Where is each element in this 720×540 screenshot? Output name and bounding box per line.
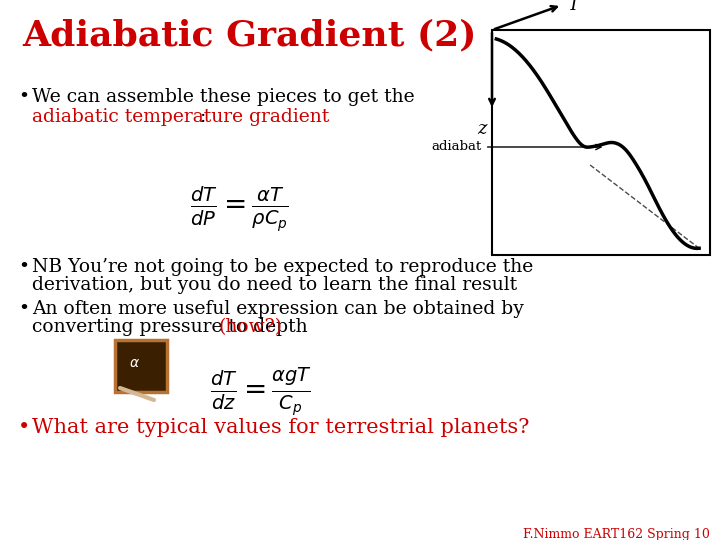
- Text: An often more useful expression can be obtained by: An often more useful expression can be o…: [32, 300, 524, 318]
- Text: •: •: [18, 88, 29, 106]
- Text: •: •: [18, 418, 30, 437]
- Text: Adiabatic Gradient (2): Adiabatic Gradient (2): [22, 18, 477, 52]
- Text: $\alpha$: $\alpha$: [130, 356, 140, 370]
- Text: •: •: [18, 300, 29, 318]
- Text: converting pressure to depth: converting pressure to depth: [32, 318, 314, 336]
- Text: derivation, but you do need to learn the final result: derivation, but you do need to learn the…: [32, 276, 517, 294]
- Text: (how?): (how?): [219, 318, 283, 336]
- Text: $\frac{dT}{dP} = \frac{\alpha T}{\rho C_p}$: $\frac{dT}{dP} = \frac{\alpha T}{\rho C_…: [190, 185, 289, 234]
- Text: What are typical values for terrestrial planets?: What are typical values for terrestrial …: [32, 418, 529, 437]
- Text: We can assemble these pieces to get the: We can assemble these pieces to get the: [32, 88, 415, 106]
- Bar: [115, 340, 167, 392]
- Text: :: :: [200, 108, 206, 126]
- Text: adiabatic temperature gradient: adiabatic temperature gradient: [32, 108, 329, 126]
- Text: NB You’re not going to be expected to reproduce the: NB You’re not going to be expected to re…: [32, 258, 534, 276]
- Text: •: •: [18, 258, 29, 276]
- Bar: [492, 30, 710, 255]
- Text: T: T: [567, 0, 579, 14]
- Text: $\frac{dT}{dz} = \frac{\alpha g T}{C_p}$: $\frac{dT}{dz} = \frac{\alpha g T}{C_p}$: [210, 365, 312, 418]
- Text: F.Nimmo EART162 Spring 10: F.Nimmo EART162 Spring 10: [523, 528, 710, 540]
- Text: z: z: [477, 120, 487, 138]
- Text: adiabat: adiabat: [432, 140, 601, 153]
